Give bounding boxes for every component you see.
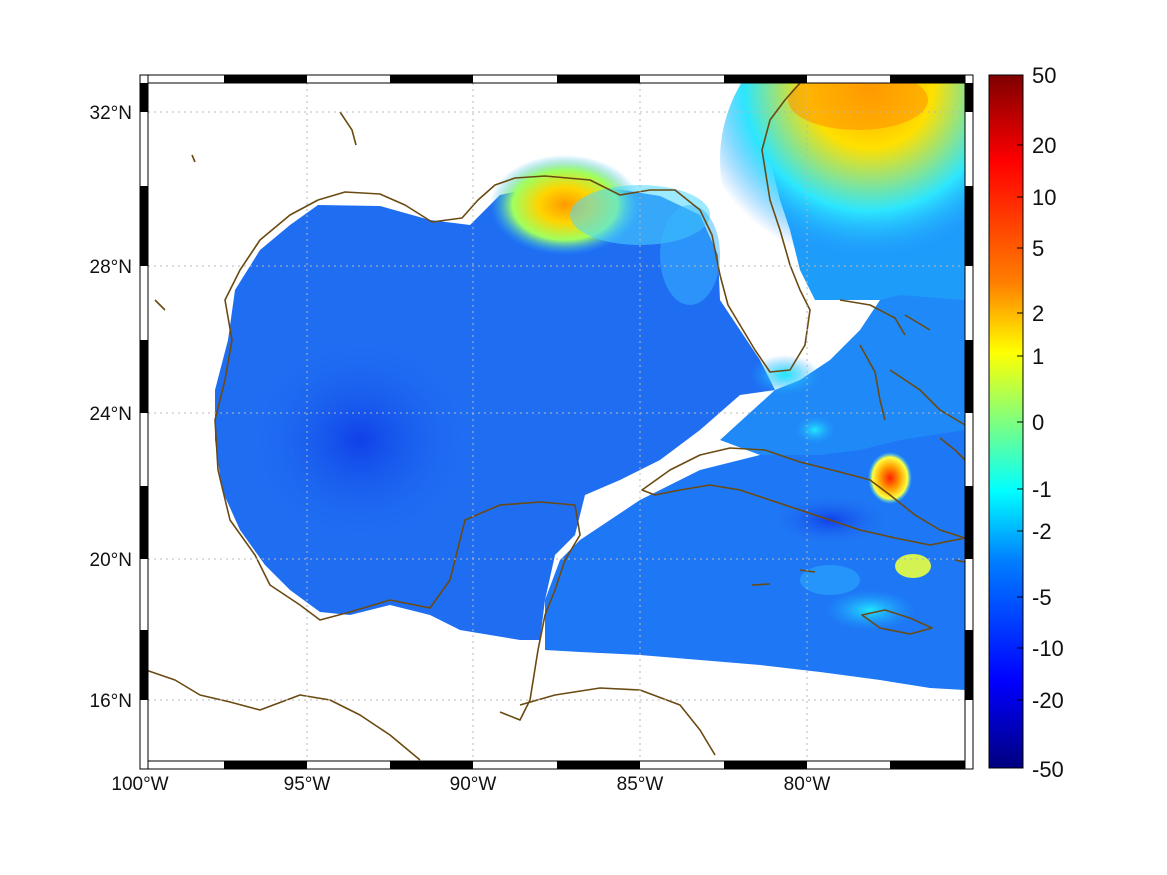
colorbar-tick-label: 0: [1032, 410, 1044, 435]
colorbar-tick-label: -2: [1032, 519, 1052, 544]
colorbar-tick-label: 1: [1032, 344, 1044, 369]
colorbar-tick-label: 20: [1032, 133, 1056, 158]
colorbar-tick-label: 5: [1032, 236, 1044, 261]
lat-tick-label: 32°N: [90, 103, 132, 124]
lon-tick-label: 100°W: [111, 774, 168, 795]
central-america-coast: [140, 668, 420, 760]
colorbar-tick-label: 50: [1032, 63, 1056, 88]
colorbar-tick-label: -1: [1032, 477, 1052, 502]
lat-axis: 32°N 28°N 24°N 20°N 16°N: [90, 103, 132, 712]
honduras-coast: [520, 688, 715, 755]
colorbar: 50 20 10 5 2 1 0 -1 -2 -5 -10 -20 -50: [989, 63, 1064, 782]
colorbar-tick-label: -10: [1032, 636, 1064, 661]
lon-tick-label: 95°W: [284, 774, 331, 795]
colorbar-tick-label: -20: [1032, 688, 1064, 713]
lon-tick-label: 90°W: [450, 774, 497, 795]
lat-tick-label: 28°N: [90, 257, 132, 278]
colorbar-tick-label: 10: [1032, 185, 1056, 210]
lat-tick-label: 16°N: [90, 691, 132, 712]
lon-tick-label: 80°W: [784, 774, 831, 795]
colorbar-tick-label: 2: [1032, 301, 1044, 326]
colorbar-tick-label: -5: [1032, 585, 1052, 610]
lon-tick-label: 85°W: [617, 774, 664, 795]
lat-tick-label: 24°N: [90, 404, 132, 425]
lon-axis: 100°W 95°W 90°W 85°W 80°W: [111, 774, 830, 795]
colorbar-tick-label: -50: [1032, 757, 1064, 782]
lat-tick-label: 20°N: [90, 550, 132, 571]
